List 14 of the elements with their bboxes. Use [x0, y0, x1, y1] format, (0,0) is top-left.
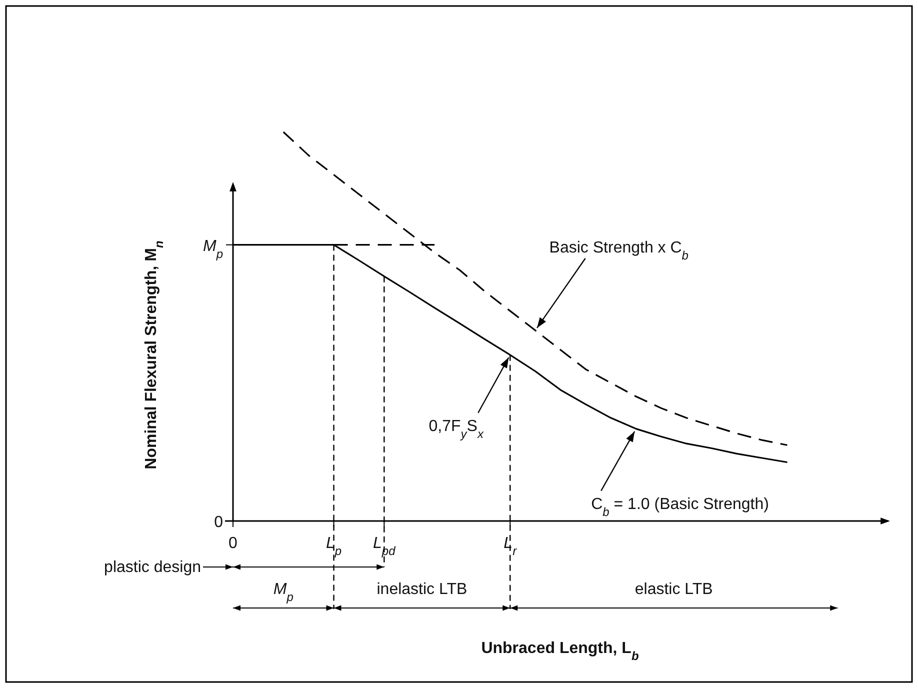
text: M$_{p}$: [202, 238, 224, 261]
text: plastic design: [104, 559, 201, 576]
text: 0: [214, 514, 224, 531]
text: elastic LTB: [634, 581, 713, 598]
x-tick-label: L$_{p}$: [326, 535, 342, 558]
x-tick-label: L$_{r}$: [504, 535, 518, 558]
annotation: Basic Strength x C$_{b}$: [549, 239, 689, 262]
annotation: C$_{b}$ = 1.0 (Basic Strength): [591, 496, 769, 519]
annotation: 0,7F$_{y}$S$_{x}$: [428, 418, 484, 441]
text: Unbraced Length, L$_{b}$: [481, 640, 639, 663]
x-tick-label: L$_{pd}$: [373, 535, 396, 558]
text: inelastic LTB: [376, 581, 468, 598]
text: M$_{p}$: [273, 581, 294, 604]
x-tick-label: 0: [228, 535, 238, 552]
